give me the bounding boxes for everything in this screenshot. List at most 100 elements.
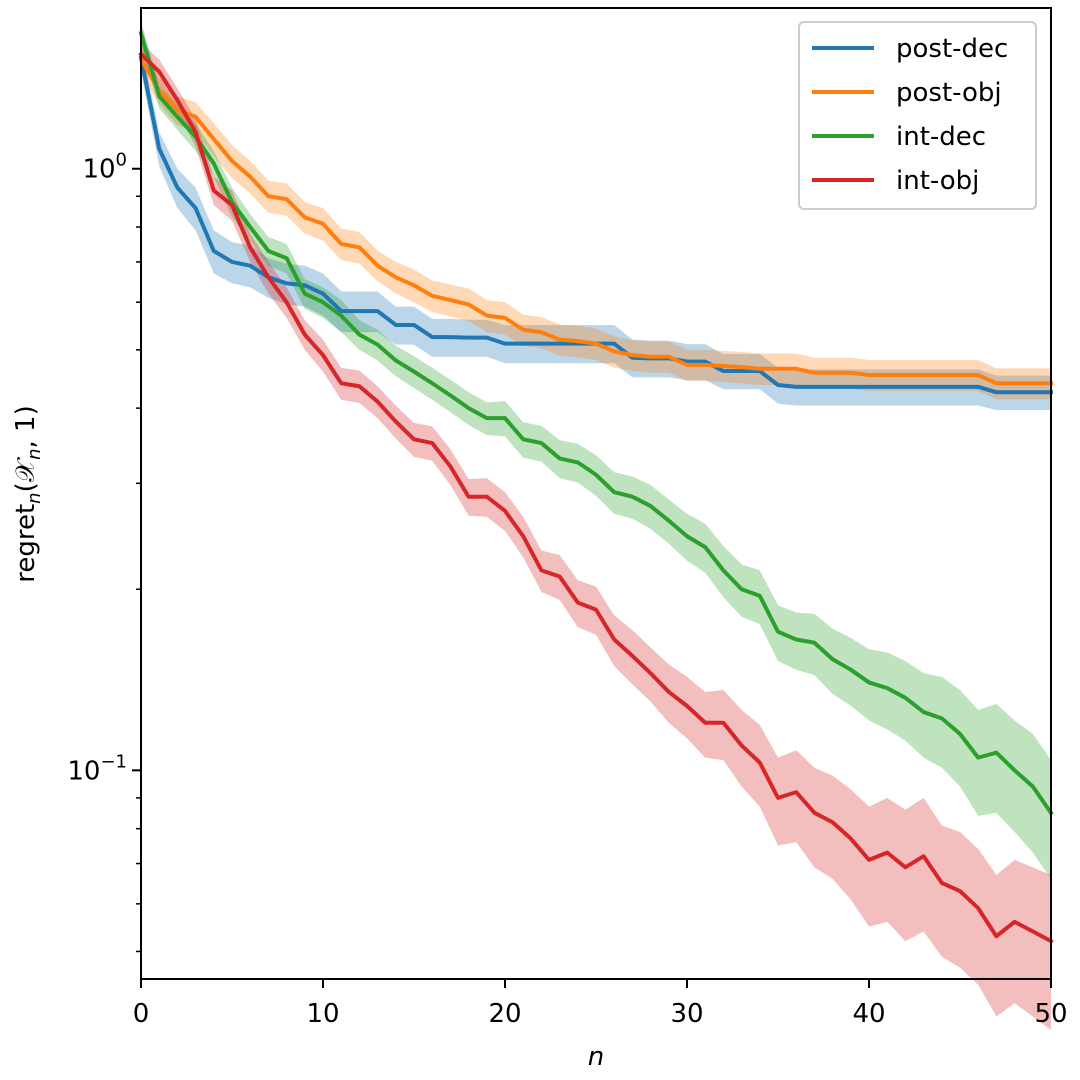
y-tick-label-0.1: 10−1 — [67, 751, 127, 786]
point-post-obj-18 — [468, 304, 469, 305]
point-int-obj-15 — [414, 439, 415, 440]
point-post-obj-28 — [650, 356, 651, 357]
point-int-obj-31 — [705, 722, 706, 723]
legend-item-int-obj: int-obj — [812, 166, 979, 196]
point-post-obj-31 — [705, 364, 706, 365]
point-int-dec-22 — [541, 443, 542, 444]
y-axis: 100 10−1 — [67, 150, 141, 953]
point-int-obj-19 — [486, 496, 487, 497]
point-post-dec-20 — [505, 343, 506, 344]
point-int-obj-29 — [668, 691, 669, 692]
point-post-dec-5 — [232, 261, 233, 262]
point-int-dec-48 — [1014, 770, 1015, 771]
point-int-dec-16 — [432, 383, 433, 384]
point-int-dec-32 — [723, 570, 724, 571]
point-post-obj-41 — [887, 375, 888, 376]
point-post-dec-11 — [341, 311, 342, 312]
plot-frame — [140, 7, 1052, 980]
band-post-dec — [141, 44, 1051, 411]
point-post-obj-40 — [869, 375, 870, 376]
point-int-obj-12 — [359, 386, 360, 387]
point-int-obj-6 — [250, 247, 251, 248]
point-int-obj-22 — [541, 570, 542, 571]
point-post-dec-42 — [905, 386, 906, 387]
legend-item-post-obj: post-obj — [812, 78, 1002, 108]
point-post-obj-36 — [796, 368, 797, 369]
point-int-dec-7 — [268, 250, 269, 251]
x-axis: 0 10 20 30 40 50 — [133, 979, 1068, 1029]
point-int-obj-3 — [195, 132, 196, 133]
point-int-dec-38 — [832, 659, 833, 660]
point-int-obj-27 — [632, 655, 633, 656]
point-int-dec-34 — [759, 595, 760, 596]
point-int-dec-21 — [523, 439, 524, 440]
point-post-obj-8 — [286, 199, 287, 200]
point-post-dec-31 — [705, 361, 706, 362]
point-post-obj-12 — [359, 247, 360, 248]
y-axis-label: regretn(𝒳n, 1) — [11, 405, 45, 583]
point-post-obj-25 — [596, 343, 597, 344]
point-int-dec-46 — [978, 757, 979, 758]
series-int-obj — [138, 51, 1054, 944]
y-axis-label-end: , 1) — [11, 405, 41, 448]
legend: post-dec post-obj int-dec int-obj — [798, 21, 1037, 210]
point-int-obj-47 — [996, 936, 997, 937]
point-int-dec-37 — [814, 642, 815, 643]
point-post-dec-8 — [286, 283, 287, 284]
point-int-dec-24 — [577, 462, 578, 463]
point-post-dec-26 — [614, 343, 615, 344]
point-int-dec-18 — [468, 408, 469, 409]
point-post-obj-4 — [213, 139, 214, 140]
point-int-obj-8 — [286, 302, 287, 303]
legend-label-int-obj: int-obj — [896, 166, 979, 196]
point-post-dec-49 — [1032, 392, 1033, 393]
point-int-dec-26 — [614, 492, 615, 493]
y-axis-label-sub: n — [24, 492, 45, 503]
point-int-dec-27 — [632, 496, 633, 497]
point-int-obj-28 — [650, 673, 651, 674]
point-post-dec-3 — [195, 208, 196, 209]
band-int-obj — [141, 42, 1051, 1031]
point-int-dec-29 — [668, 520, 669, 521]
point-int-obj-1 — [159, 71, 160, 72]
point-post-dec-47 — [996, 392, 997, 393]
point-post-dec-36 — [796, 386, 797, 387]
point-post-dec-10 — [323, 293, 324, 294]
point-int-dec-19 — [486, 418, 487, 419]
point-int-dec-41 — [887, 688, 888, 689]
point-post-dec-2 — [177, 187, 178, 188]
point-post-dec-43 — [923, 386, 924, 387]
point-int-dec-17 — [450, 395, 451, 396]
point-int-dec-20 — [505, 418, 506, 419]
point-int-dec-49 — [1032, 786, 1033, 787]
point-post-obj-39 — [850, 372, 851, 373]
x-tick-label-40: 40 — [852, 999, 885, 1029]
point-int-obj-24 — [577, 602, 578, 603]
x-tick-label-10: 10 — [306, 999, 339, 1029]
point-post-obj-10 — [323, 223, 324, 224]
x-tick-label-0: 0 — [133, 999, 150, 1029]
point-post-obj-27 — [632, 355, 633, 356]
point-int-dec-47 — [996, 752, 997, 753]
point-post-dec-6 — [250, 265, 251, 266]
point-int-dec-30 — [687, 536, 688, 537]
point-post-dec-9 — [304, 285, 305, 286]
line-int-dec — [138, 30, 1054, 816]
point-post-dec-38 — [832, 386, 833, 387]
point-post-dec-23 — [559, 343, 560, 344]
point-post-obj-24 — [577, 341, 578, 342]
point-int-obj-21 — [523, 536, 524, 537]
point-post-dec-13 — [377, 311, 378, 312]
point-int-obj-34 — [759, 762, 760, 763]
point-post-obj-5 — [232, 161, 233, 162]
point-post-dec-4 — [213, 250, 214, 251]
point-int-dec-42 — [905, 697, 906, 698]
point-int-dec-2 — [177, 116, 178, 117]
point-int-obj-39 — [850, 838, 851, 839]
point-int-dec-40 — [869, 682, 870, 683]
point-post-obj-14 — [395, 277, 396, 278]
point-int-dec-36 — [796, 639, 797, 640]
point-post-dec-35 — [778, 385, 779, 386]
point-post-obj-42 — [905, 375, 906, 376]
point-post-obj-37 — [814, 372, 815, 373]
